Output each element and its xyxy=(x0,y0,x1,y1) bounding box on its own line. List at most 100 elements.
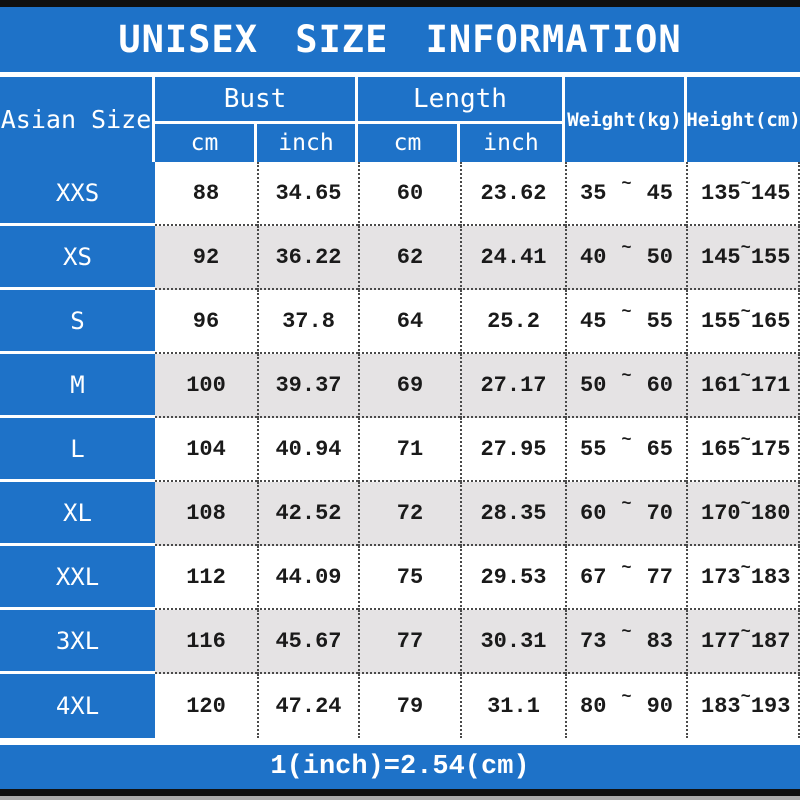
weight-range: 55 ~65 xyxy=(565,418,686,482)
size-label: 3XL xyxy=(0,610,155,674)
height-range: 183 ~193 xyxy=(686,674,800,738)
length-inch-value: 30.31 xyxy=(460,610,565,674)
length-cm-value: 79 xyxy=(358,674,460,738)
column-header-length-inch: inch xyxy=(460,124,562,162)
conversion-note: 1(inch)=2.54(cm) xyxy=(270,752,530,782)
height-range: 177 ~187 xyxy=(686,610,800,674)
size-label: XXL xyxy=(0,546,155,610)
column-header-bust-inch: inch xyxy=(257,124,355,162)
column-header-bust: Bust xyxy=(155,77,355,121)
range-tilde: ~ xyxy=(740,687,751,707)
weight-max: 60 xyxy=(646,372,673,398)
height-range: 155 ~165 xyxy=(686,290,800,354)
footer-divider xyxy=(0,738,800,745)
top-border-bar xyxy=(0,0,800,7)
weight-min: 60 xyxy=(580,500,607,526)
weight-max: 70 xyxy=(646,500,673,526)
size-label: XL xyxy=(0,482,155,546)
size-label: M xyxy=(0,354,155,418)
range-tilde: ~ xyxy=(740,174,751,194)
size-label: XXS xyxy=(0,162,155,226)
length-inch-value: 28.35 xyxy=(460,482,565,546)
length-cm-value: 60 xyxy=(358,162,460,226)
table-row-4xl: 4XL 120 47.24 79 31.1 80 ~90 183 ~193 xyxy=(0,674,800,738)
table-row-3xl: 3XL 116 45.67 77 30.31 73 ~83 177 ~187 xyxy=(0,610,800,674)
height-min: 170 xyxy=(701,500,741,526)
bust-cm-value: 88 xyxy=(155,162,257,226)
height-range: 165 ~175 xyxy=(686,418,800,482)
weight-max: 65 xyxy=(646,436,673,462)
height-range: 135 ~145 xyxy=(686,162,800,226)
weight-min: 73 xyxy=(580,628,607,654)
length-inch-value: 27.95 xyxy=(460,418,565,482)
height-max: 145 xyxy=(750,180,791,206)
bust-inch-value: 37.8 xyxy=(257,290,358,354)
table-body: XXS 88 34.65 60 23.62 35 ~45 135 ~145 XS 92 36.22 62… xyxy=(0,162,800,738)
bust-cm-value: 92 xyxy=(155,226,257,290)
range-tilde: ~ xyxy=(740,558,751,578)
bottom-edge-strip xyxy=(0,796,800,800)
height-max: 193 xyxy=(750,693,791,719)
height-range: 161 ~171 xyxy=(686,354,800,418)
weight-min: 67 xyxy=(580,564,607,590)
range-tilde: ~ xyxy=(740,238,751,258)
bust-inch-value: 40.94 xyxy=(257,418,358,482)
size-label: XS xyxy=(0,226,155,290)
table-row-xl: XL 108 42.52 72 28.35 60 ~70 170 ~180 xyxy=(0,482,800,546)
height-range: 173 ~183 xyxy=(686,546,800,610)
height-min: 155 xyxy=(701,308,741,334)
range-tilde: ~ xyxy=(621,174,632,194)
weight-max: 90 xyxy=(646,693,673,719)
weight-max: 45 xyxy=(646,180,673,206)
weight-min: 55 xyxy=(580,436,607,462)
range-tilde: ~ xyxy=(740,622,751,642)
column-header-height: Height(cm) xyxy=(686,77,800,162)
weight-range: 35 ~45 xyxy=(565,162,686,226)
range-tilde: ~ xyxy=(621,494,632,514)
range-tilde: ~ xyxy=(621,558,632,578)
table-row-xxs: XXS 88 34.65 60 23.62 35 ~45 135 ~145 xyxy=(0,162,800,226)
range-tilde: ~ xyxy=(621,238,632,258)
table-row-s: S 96 37.8 64 25.2 45 ~55 155 ~165 xyxy=(0,290,800,354)
length-cm-value: 72 xyxy=(358,482,460,546)
bottom-border-bar xyxy=(0,789,800,796)
length-cm-value: 69 xyxy=(358,354,460,418)
size-label: S xyxy=(0,290,155,354)
length-inch-value: 31.1 xyxy=(460,674,565,738)
table-row-xs: XS 92 36.22 62 24.41 40 ~50 145 ~155 xyxy=(0,226,800,290)
height-range: 145 ~155 xyxy=(686,226,800,290)
length-inch-value: 29.53 xyxy=(460,546,565,610)
range-tilde: ~ xyxy=(740,366,751,386)
height-max: 183 xyxy=(750,564,791,590)
height-max: 165 xyxy=(750,308,791,334)
length-inch-value: 25.2 xyxy=(460,290,565,354)
column-header-asian-size: Asian Size xyxy=(0,77,152,162)
height-min: 135 xyxy=(701,180,741,206)
weight-min: 35 xyxy=(580,180,607,206)
height-min: 165 xyxy=(701,436,741,462)
size-label: 4XL xyxy=(0,674,155,738)
column-header-bust-cm: cm xyxy=(155,124,254,162)
bust-cm-value: 112 xyxy=(155,546,257,610)
bust-inch-value: 39.37 xyxy=(257,354,358,418)
bust-inch-value: 34.65 xyxy=(257,162,358,226)
bust-cm-value: 96 xyxy=(155,290,257,354)
range-tilde: ~ xyxy=(621,430,632,450)
height-max: 180 xyxy=(750,500,791,526)
height-max: 187 xyxy=(750,628,791,654)
weight-min: 80 xyxy=(580,693,607,719)
range-tilde: ~ xyxy=(740,302,751,322)
height-max: 175 xyxy=(750,436,791,462)
size-label: L xyxy=(0,418,155,482)
height-min: 145 xyxy=(701,244,741,270)
title-bar: UNISEX SIZE INFORMATION xyxy=(0,7,800,72)
bust-inch-value: 47.24 xyxy=(257,674,358,738)
range-tilde: ~ xyxy=(740,430,751,450)
table-row-xxl: XXL 112 44.09 75 29.53 67 ~77 173 ~183 xyxy=(0,546,800,610)
height-min: 183 xyxy=(701,693,741,719)
table-row-m: M 100 39.37 69 27.17 50 ~60 161 ~171 xyxy=(0,354,800,418)
height-max: 155 xyxy=(750,244,791,270)
weight-range: 73 ~83 xyxy=(565,610,686,674)
length-cm-value: 77 xyxy=(358,610,460,674)
